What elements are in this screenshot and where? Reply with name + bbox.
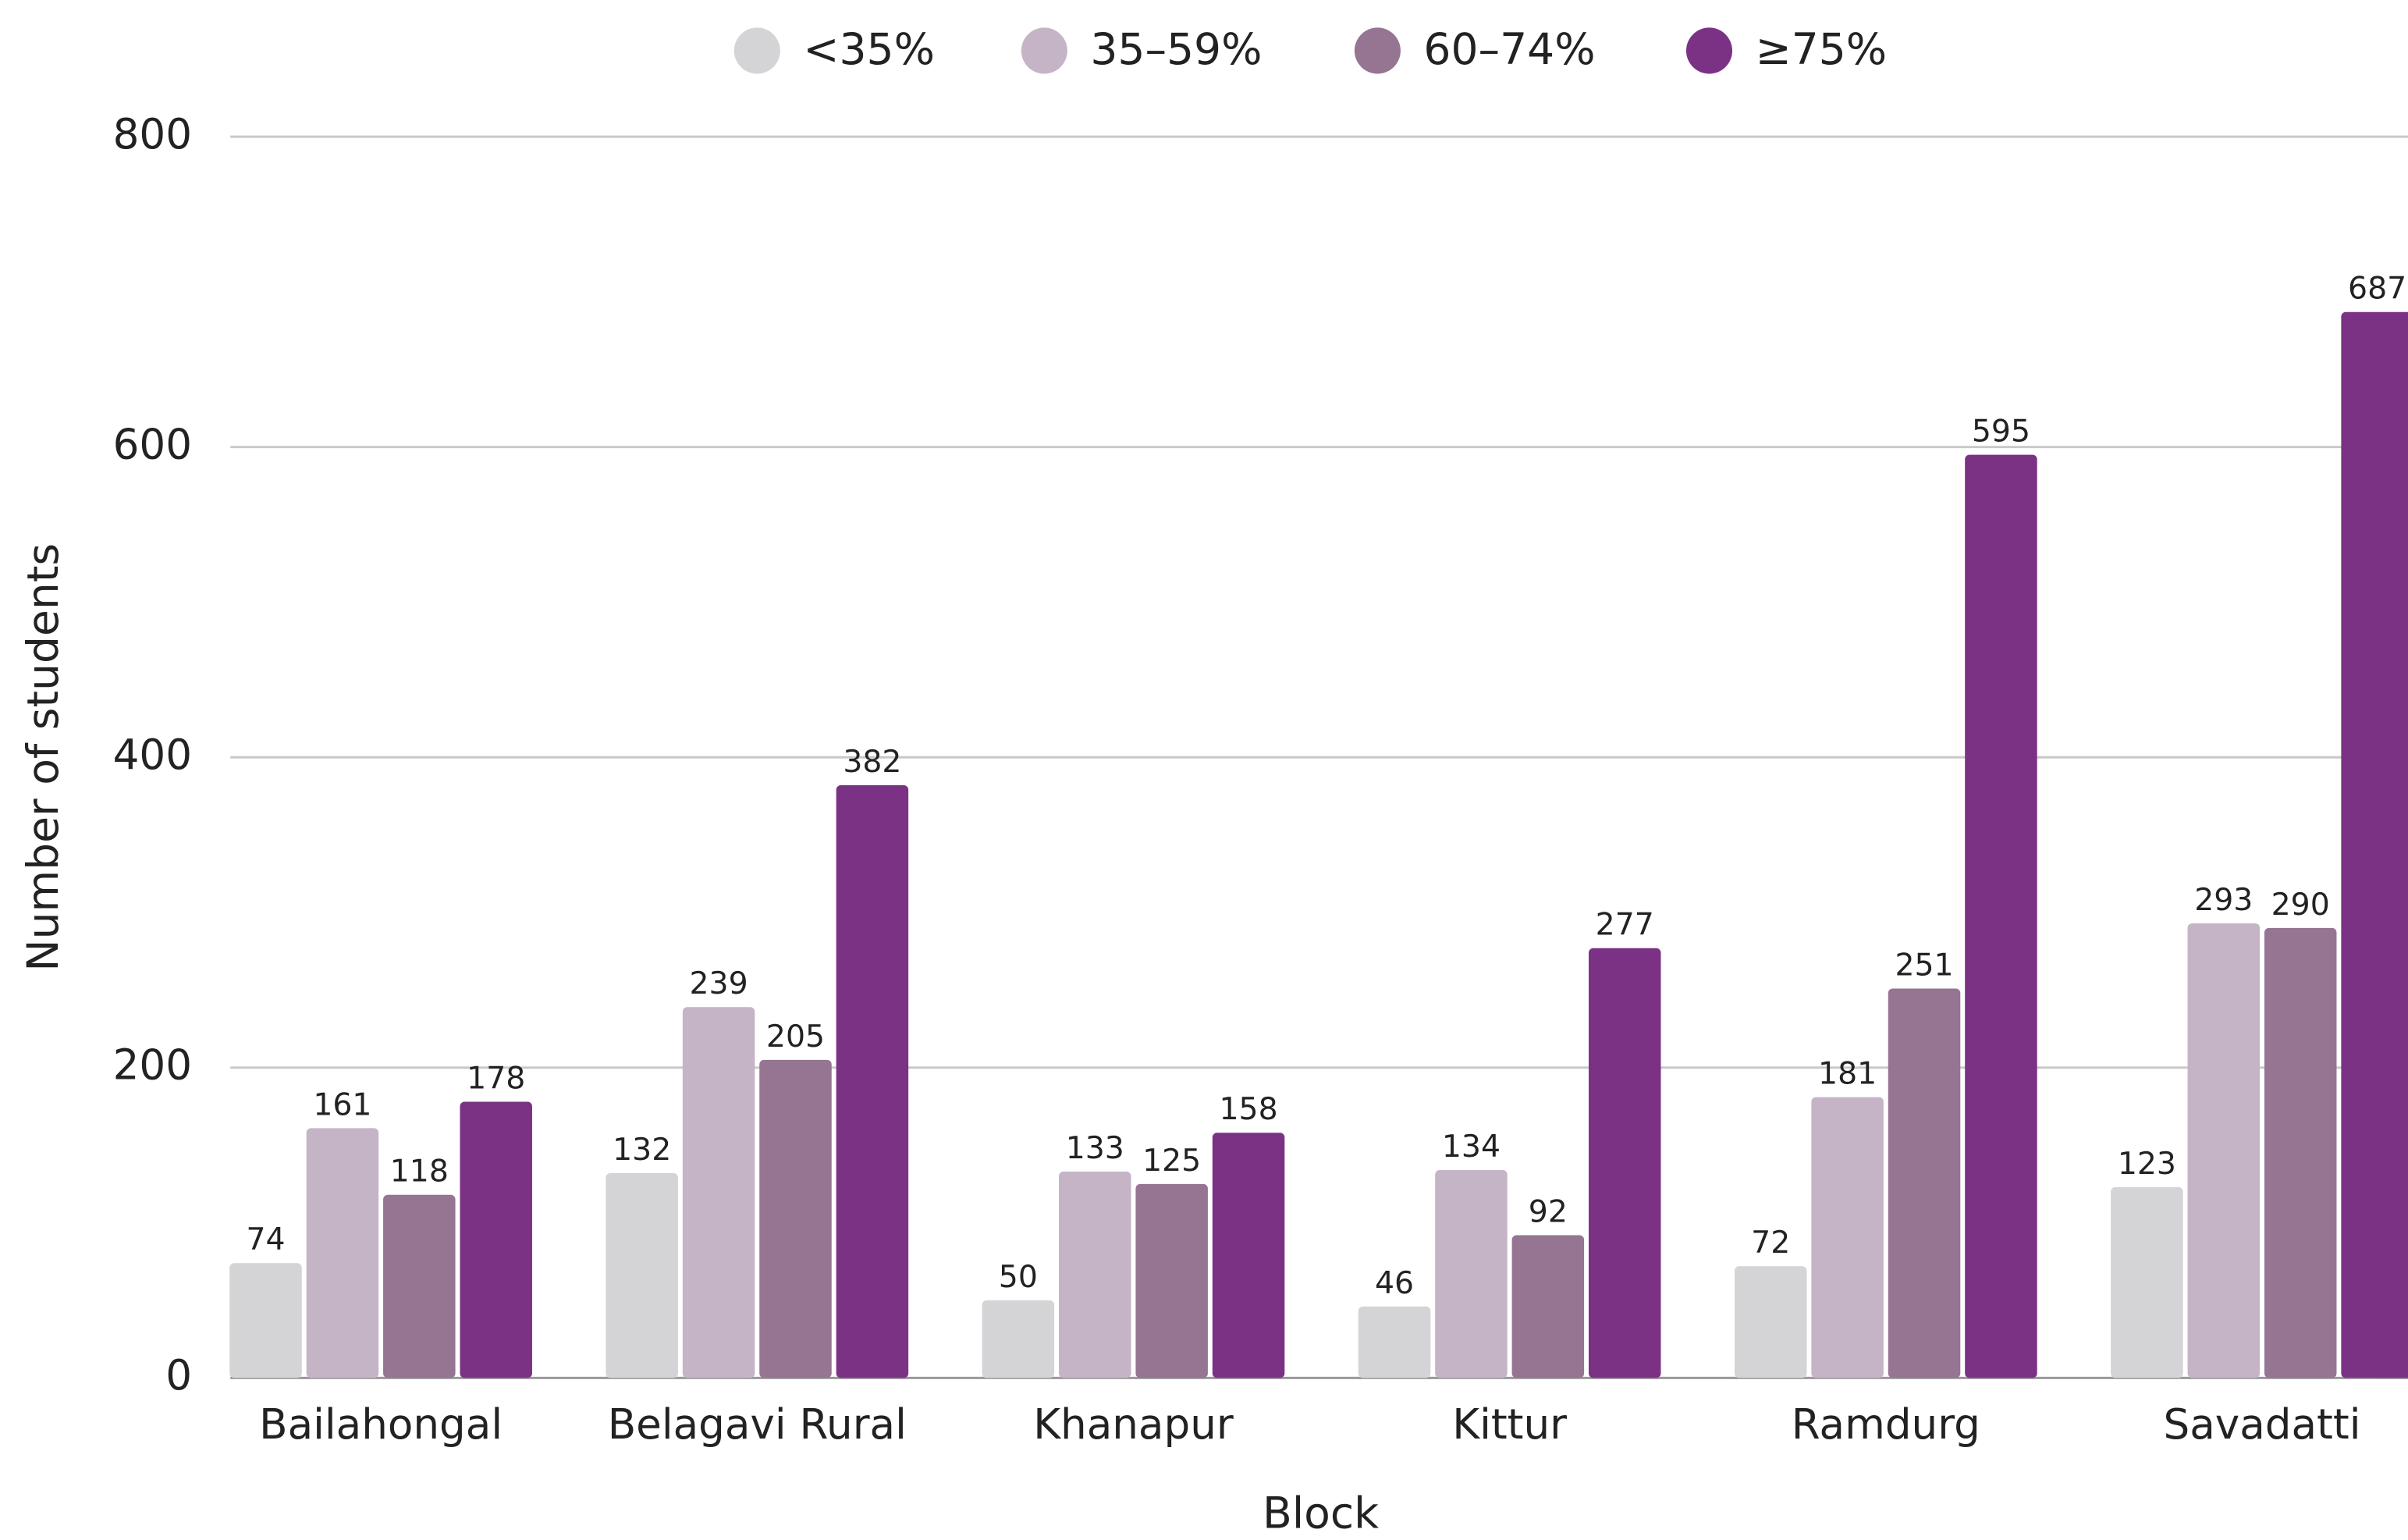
data-label: 205	[766, 1019, 825, 1055]
bar	[1059, 1171, 1131, 1378]
y-tick-label: 200	[113, 1040, 192, 1089]
legend-label: 60–74%	[1423, 24, 1595, 74]
data-label: 251	[1895, 947, 1953, 983]
bar	[1589, 948, 1661, 1378]
data-label: 72	[1751, 1225, 1790, 1261]
x-axis-title: Block	[1263, 1488, 1379, 1538]
data-label: 46	[1375, 1265, 1414, 1301]
bar	[759, 1059, 832, 1378]
bar	[1435, 1170, 1508, 1378]
data-label: 595	[1972, 414, 2030, 450]
x-tick-label: Khanapur	[1033, 1400, 1234, 1449]
bar	[1888, 988, 1961, 1378]
y-tick-label: 800	[113, 110, 192, 158]
data-label: 92	[1529, 1193, 1568, 1229]
bar	[1358, 1306, 1431, 1378]
bar	[2111, 1186, 2183, 1378]
legend-label: 35–59%	[1090, 24, 1262, 74]
data-label: 239	[690, 966, 748, 1001]
data-label: 133	[1066, 1130, 1124, 1166]
bar	[1135, 1183, 1208, 1378]
data-label: 118	[390, 1154, 449, 1190]
bar	[982, 1300, 1055, 1378]
bar	[1811, 1097, 1884, 1378]
bar	[606, 1172, 678, 1378]
data-label: 181	[1818, 1056, 1877, 1092]
data-label: 158	[1220, 1091, 1278, 1127]
bar	[460, 1101, 532, 1378]
legend-label: ≥75%	[1756, 24, 1888, 74]
x-tick-label: Ramdurg	[1792, 1400, 1980, 1449]
x-tick-label: Savadatti	[2164, 1400, 2361, 1449]
legend-swatch	[1021, 27, 1067, 74]
y-tick-label: 400	[113, 731, 192, 779]
bar	[2264, 927, 2337, 1378]
data-label: 161	[313, 1087, 371, 1122]
bar	[1212, 1133, 1285, 1378]
legend-swatch	[733, 27, 780, 74]
data-label: 125	[1142, 1143, 1201, 1179]
bar	[306, 1128, 379, 1378]
data-label: 687	[2348, 271, 2406, 307]
x-tick-label: Bailahongal	[259, 1400, 503, 1449]
data-label: 382	[843, 744, 901, 780]
bar	[2341, 311, 2408, 1378]
y-axis-title: Number of students	[18, 543, 68, 972]
data-label: 293	[2194, 882, 2253, 918]
bar	[1965, 454, 2037, 1378]
x-tick-label: Belagavi Rural	[608, 1400, 907, 1449]
data-label: 132	[613, 1132, 671, 1168]
legend-label: <35%	[803, 24, 935, 74]
legend-swatch	[1354, 27, 1401, 74]
legend-swatch	[1685, 27, 1733, 74]
bar	[2187, 923, 2261, 1378]
bar	[229, 1263, 302, 1378]
bar	[1511, 1235, 1585, 1378]
data-label: 123	[2118, 1146, 2176, 1182]
data-label: 290	[2271, 887, 2330, 923]
data-label: 178	[467, 1060, 525, 1096]
data-label: 277	[1596, 907, 1654, 943]
y-tick-label: 600	[113, 420, 192, 468]
data-label: 50	[999, 1259, 1038, 1295]
data-label: 74	[246, 1222, 285, 1257]
bar	[682, 1007, 755, 1378]
y-tick-label: 0	[165, 1351, 192, 1400]
bar	[383, 1194, 456, 1378]
bar	[1734, 1266, 1807, 1378]
data-label: 134	[1442, 1129, 1501, 1165]
bar	[836, 785, 909, 1378]
x-tick-label: Kittur	[1452, 1400, 1567, 1449]
